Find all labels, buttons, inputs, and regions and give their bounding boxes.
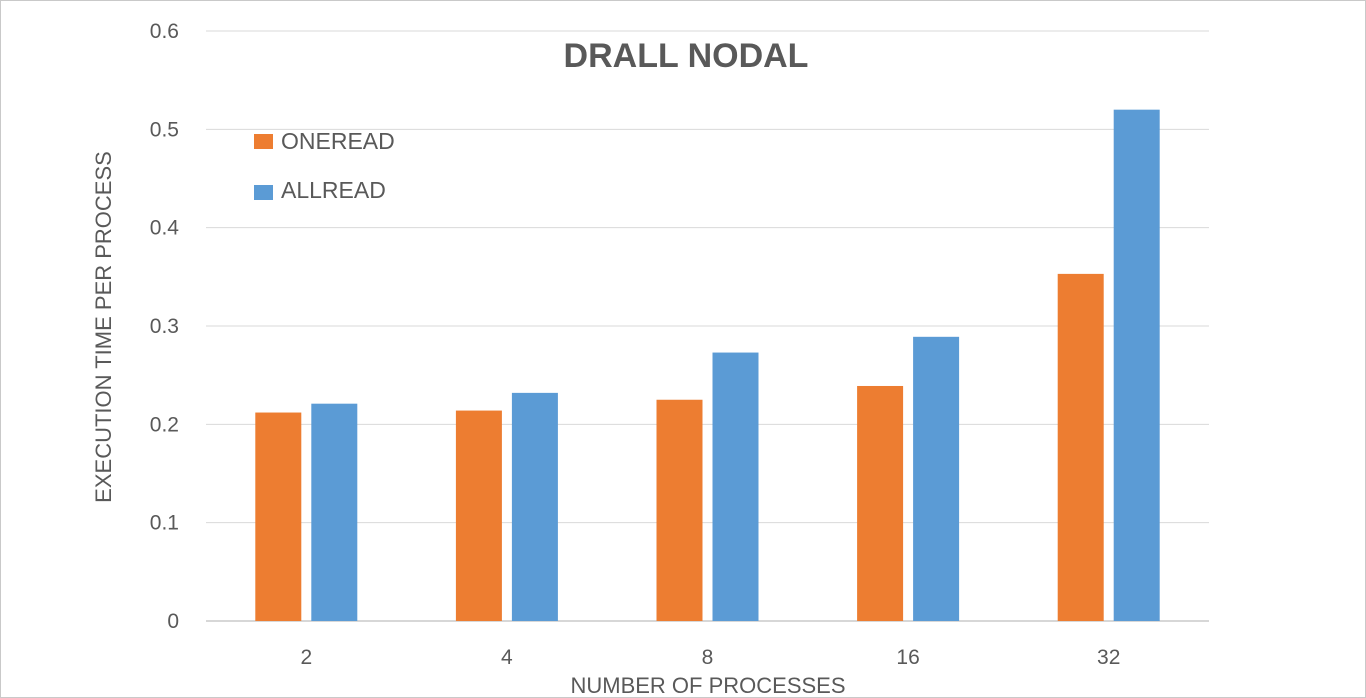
- bar-allread-32: [1113, 109, 1160, 622]
- legend-label-allread: ALLREAD: [281, 177, 386, 203]
- x-tick-label: 8: [702, 646, 714, 669]
- bar-allread-8: [712, 352, 759, 621]
- bar-oneread-8: [656, 399, 703, 621]
- chart-title: DRALL NODAL: [564, 37, 809, 75]
- x-tick-label: 2: [300, 646, 312, 669]
- y-tick-label: 0.1: [150, 512, 179, 535]
- bar-allread-4: [511, 392, 558, 621]
- y-axis-title: EXECUTION TIME PER PROCESS: [91, 151, 116, 503]
- y-tick-label: 0.3: [150, 315, 179, 338]
- x-tick-label: 4: [501, 646, 513, 669]
- y-tick-label: 0.4: [150, 217, 180, 240]
- bar-oneread-32: [1057, 273, 1104, 621]
- legend-swatch-allread: [254, 185, 273, 200]
- legend-swatch-oneread: [254, 134, 273, 149]
- y-tick-label: 0.6: [150, 20, 179, 43]
- gridlines: [206, 30, 1209, 622]
- x-tick-label: 32: [1097, 646, 1120, 669]
- y-tick-label: 0: [167, 610, 179, 633]
- bar-allread-2: [311, 403, 358, 621]
- y-tick-label: 0.2: [150, 413, 179, 436]
- legend-label-oneread: ONEREAD: [281, 128, 395, 154]
- x-tick-labels: 2 4 8 16 32: [300, 646, 1120, 669]
- x-axis-title: NUMBER OF PROCESSES: [570, 673, 845, 697]
- y-tick-labels: 0 0.1 0.2 0.3 0.4 0.5 0.6: [150, 20, 180, 633]
- bar-oneread-4: [455, 410, 502, 621]
- bar-allread-16: [913, 336, 960, 621]
- x-tick-label: 16: [896, 646, 919, 669]
- legend: ONEREAD ALLREAD: [254, 128, 395, 203]
- bar-oneread-2: [255, 412, 302, 621]
- y-tick-label: 0.5: [150, 118, 179, 141]
- bars: [255, 109, 1160, 622]
- bar-oneread-16: [857, 385, 904, 621]
